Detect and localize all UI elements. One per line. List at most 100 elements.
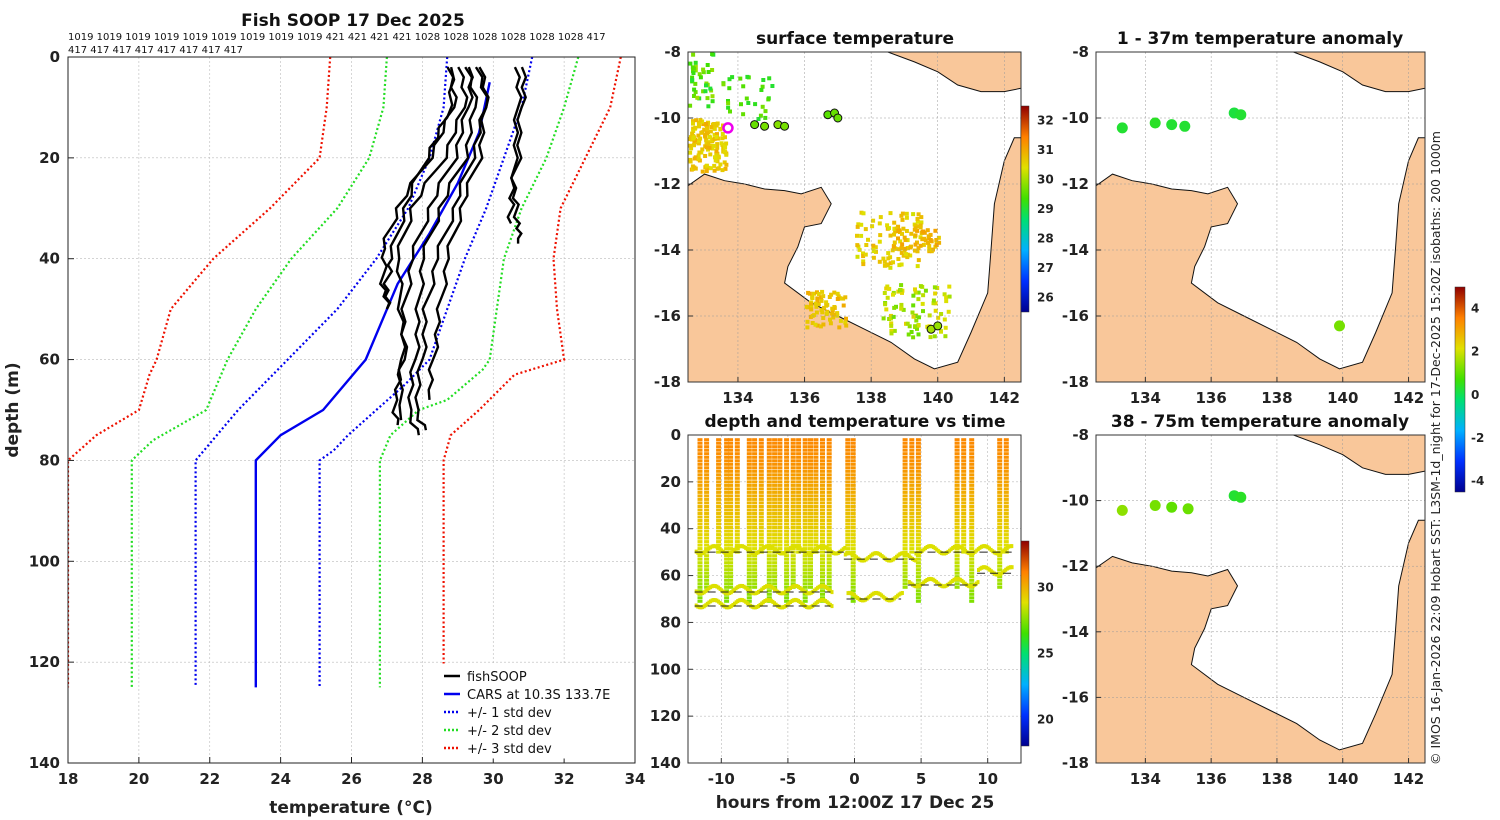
cast-sample [758, 455, 764, 459]
seabed-sample [793, 544, 797, 549]
cast-sample [772, 445, 778, 449]
cast-sample [954, 582, 960, 586]
sst-pixel [903, 238, 908, 242]
cast-sample [746, 526, 752, 529]
cast-sample [784, 480, 790, 484]
cast-sample [826, 452, 832, 456]
sst-pixel [881, 256, 886, 261]
cast-sample [790, 505, 796, 508]
seabed-sample [814, 587, 818, 592]
cast-sample [813, 519, 819, 522]
x-tick-label: 138 [1261, 770, 1292, 788]
cast-sample [796, 452, 802, 456]
cast-sample [790, 578, 796, 582]
anomaly-observation-point [1179, 120, 1191, 132]
anomaly1-ticks: 134 136 138 140 142-8-10-12-14-16-18 [1062, 43, 1424, 407]
cast-sample [724, 476, 730, 480]
seabed-sample [699, 591, 703, 596]
cast-sample [777, 522, 783, 526]
cast-sample [752, 515, 758, 519]
cast-sample [790, 501, 796, 505]
cast-sample [909, 455, 915, 459]
cast-sample [902, 441, 908, 445]
cast-sample [802, 526, 808, 529]
cast-sample [969, 522, 975, 526]
cast-sample [796, 515, 802, 519]
cast-sample [772, 561, 778, 565]
sst-pixel [932, 285, 937, 290]
cast-sample [850, 529, 856, 533]
seabed-sample [827, 547, 831, 552]
cast-sample [820, 459, 825, 463]
cast-sample [697, 529, 703, 533]
sst-pixel [690, 75, 695, 80]
seabed-sample [723, 604, 727, 609]
sst-pixel [692, 156, 697, 161]
cast-sample [802, 466, 808, 470]
seabed-sample [760, 587, 764, 592]
seabed-sample [773, 587, 776, 592]
cast-sample [704, 533, 710, 537]
cast-sample [796, 462, 802, 466]
sst-pixel [881, 316, 886, 321]
seabed-sample [991, 570, 995, 575]
cast-sample [790, 536, 796, 540]
cast-sample [796, 445, 802, 449]
cast-sample [961, 466, 967, 470]
cast-sample [716, 494, 722, 498]
profile-title: Fish SOOP 17 Dec 2025 [241, 11, 465, 31]
cast-sample [758, 505, 764, 508]
anomaly1-title: 1 - 37m temperature anomaly [1117, 29, 1403, 49]
seabed-sample [952, 577, 956, 582]
seabed-sample [750, 604, 754, 609]
cast-sample [758, 508, 764, 512]
cast-sample [790, 533, 796, 537]
seabed-sample [997, 551, 1001, 556]
sst-pixel [889, 313, 893, 318]
sst-pixel [882, 291, 887, 295]
cast-sample [1003, 487, 1009, 491]
cast-sample [954, 441, 960, 445]
sst-pixel [905, 321, 910, 326]
cast-sample [961, 519, 967, 522]
sst-pixel [704, 163, 709, 168]
sst-pixel [804, 304, 809, 309]
sst-pixel [766, 97, 771, 102]
cast-sample [746, 508, 752, 512]
cast-sample [734, 438, 740, 442]
cast-sample [752, 561, 758, 565]
seabed-sample [862, 598, 866, 603]
seabed-sample [920, 581, 924, 586]
sst-pixel [710, 94, 715, 99]
cast-sample [902, 459, 908, 463]
cast-sample [915, 469, 921, 473]
cast-sample [969, 512, 975, 515]
seabed-sample [986, 566, 990, 571]
cast-sample [969, 452, 975, 456]
seabed-sample [922, 547, 926, 552]
seabed-sample [795, 584, 799, 589]
cast-sample [716, 497, 722, 501]
cast-sample [802, 494, 808, 498]
seabed-sample [872, 591, 876, 596]
seabed-sample [832, 551, 836, 556]
sst-pixel [928, 232, 933, 237]
seabed-sample [944, 583, 948, 588]
seabed-sample [707, 546, 711, 551]
seabed-sample [715, 544, 719, 549]
cast-sample [902, 529, 908, 533]
cast-sample [802, 582, 808, 586]
cast-sample [850, 476, 856, 480]
cast-sample [796, 473, 802, 477]
sst-pixel [904, 211, 909, 216]
y-tick-label: 40 [39, 250, 60, 268]
cast-sample [969, 536, 975, 540]
cast-sample [772, 462, 778, 466]
sst-pixel [913, 233, 918, 238]
cast-sample [826, 571, 832, 575]
time-colorbar [1020, 540, 1030, 747]
cast-sample [697, 554, 703, 558]
cast-sample [766, 536, 772, 540]
cast-sample [808, 462, 813, 466]
seabed-sample [968, 551, 972, 556]
